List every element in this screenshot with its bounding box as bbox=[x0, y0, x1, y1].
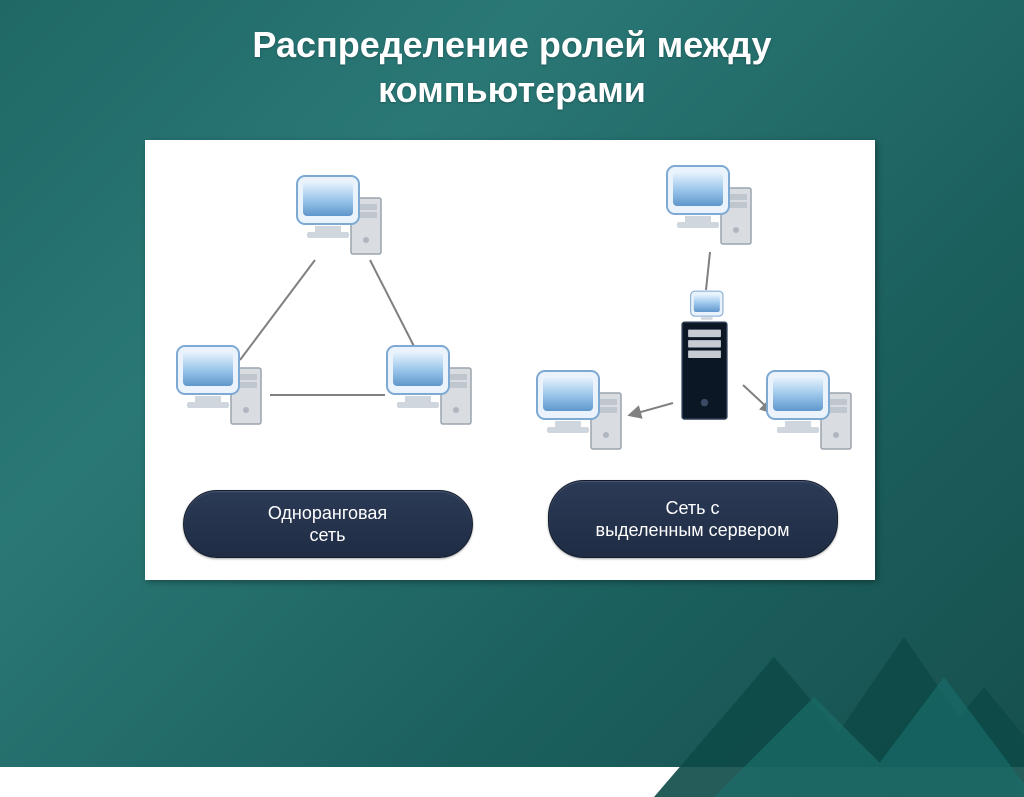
caption-peer-to-peer: Одноранговаясеть bbox=[183, 490, 473, 558]
pc-icon bbox=[175, 340, 267, 432]
peer-to-peer-diagram: Одноранговаясеть bbox=[145, 140, 510, 580]
pc-icon bbox=[295, 170, 387, 262]
server-icon bbox=[670, 285, 742, 425]
title-line-2: компьютерами bbox=[378, 69, 646, 110]
caption-text: Сеть свыделенным сервером bbox=[596, 497, 790, 542]
client-server-diagram: Сеть свыделенным сервером bbox=[510, 140, 875, 580]
pc-icon bbox=[665, 160, 757, 252]
title-line-1: Распределение ролей между bbox=[252, 24, 771, 65]
pc-icon bbox=[385, 340, 477, 432]
caption-text: Одноранговаясеть bbox=[268, 502, 387, 547]
pc-icon bbox=[535, 365, 627, 457]
pc-icon bbox=[765, 365, 857, 457]
slide-title: Распределение ролей между компьютерами bbox=[0, 0, 1024, 112]
caption-client-server: Сеть свыделенным сервером bbox=[548, 480, 838, 558]
diagram-panel: Одноранговаясеть Сеть свыделенным сервер… bbox=[145, 140, 875, 580]
